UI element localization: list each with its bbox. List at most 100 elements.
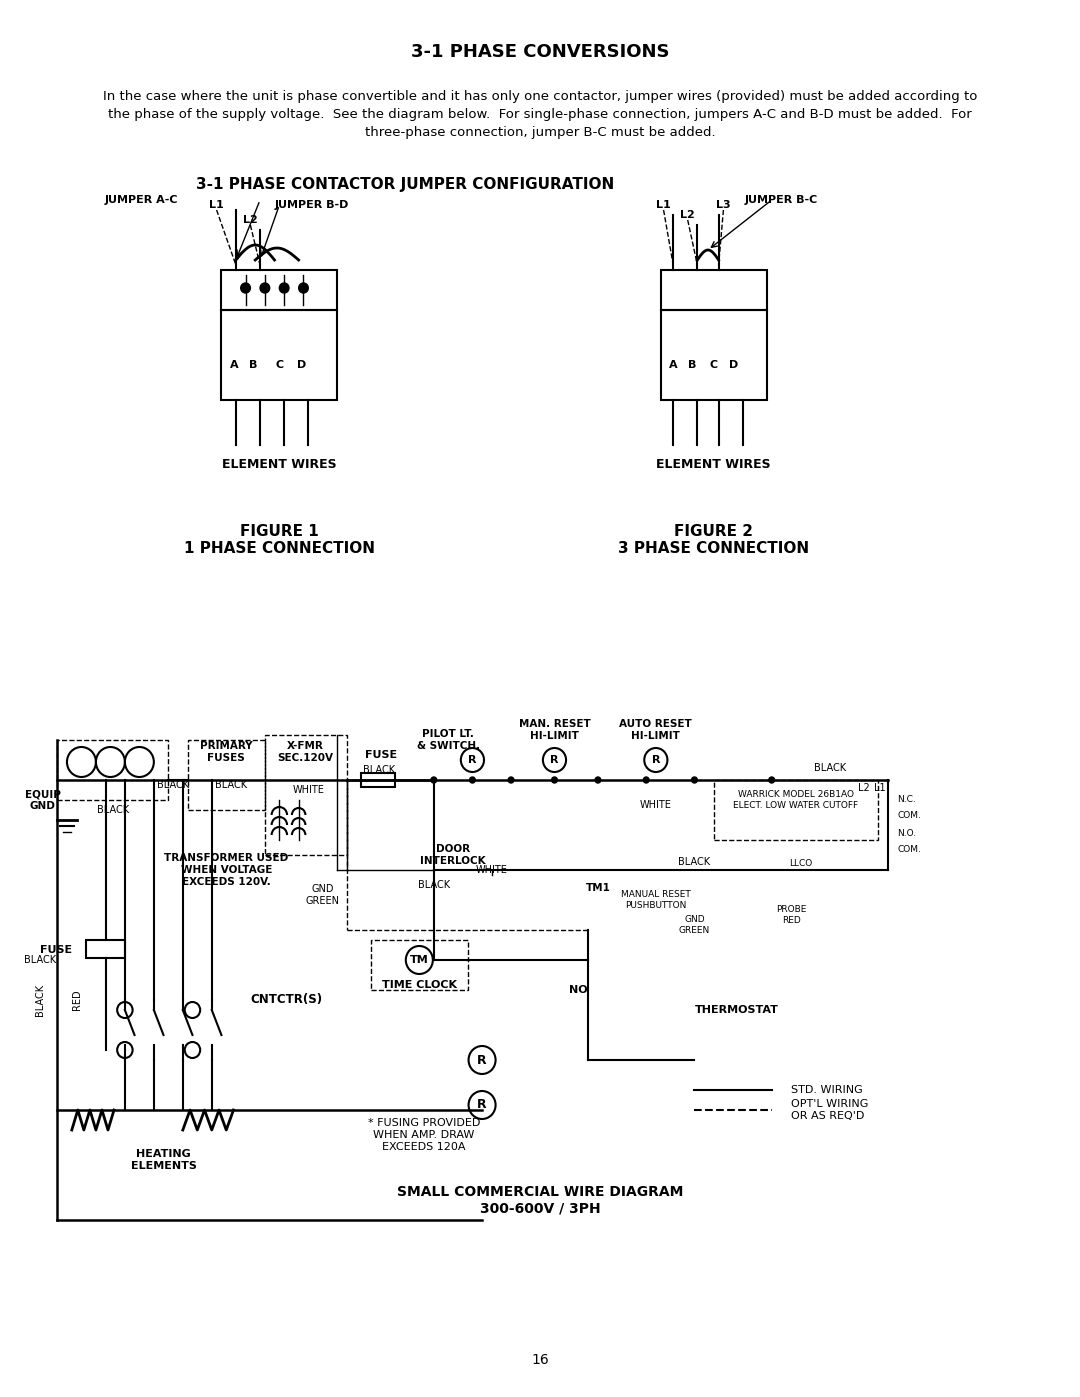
Text: HEATING
ELEMENTS: HEATING ELEMENTS xyxy=(131,1150,197,1171)
Bar xyxy=(221,270,337,310)
Text: R: R xyxy=(477,1053,487,1066)
Text: RED: RED xyxy=(71,989,82,1010)
Text: WARRICK MODEL 26B1AO
ELECT. LOW WATER CUTOFF: WARRICK MODEL 26B1AO ELECT. LOW WATER CU… xyxy=(733,791,859,810)
Text: BLACK: BLACK xyxy=(215,780,247,789)
Text: A: A xyxy=(669,360,677,370)
Text: WHITE: WHITE xyxy=(476,865,508,875)
Text: L2: L2 xyxy=(680,210,696,219)
Circle shape xyxy=(431,777,436,782)
Text: LLCO: LLCO xyxy=(789,859,812,868)
Text: THERMOSTAT: THERMOSTAT xyxy=(694,1004,779,1016)
Bar xyxy=(265,735,347,855)
Text: three-phase connection, jumper B-C must be added.: three-phase connection, jumper B-C must … xyxy=(365,126,715,138)
Text: In the case where the unit is phase convertible and it has only one contactor, j: In the case where the unit is phase conv… xyxy=(103,89,977,103)
Text: B: B xyxy=(249,360,257,370)
Text: FUSE: FUSE xyxy=(40,944,71,956)
Bar xyxy=(188,740,265,810)
Text: BLACK: BLACK xyxy=(363,766,395,775)
Text: TRANSFORMER USED
WHEN VOLTAGE
EXCEEDS 120V.: TRANSFORMER USED WHEN VOLTAGE EXCEEDS 12… xyxy=(164,854,288,887)
Text: NO: NO xyxy=(569,985,588,995)
Circle shape xyxy=(241,284,251,293)
Bar xyxy=(362,773,395,787)
Text: N.C.: N.C. xyxy=(897,795,916,805)
Bar xyxy=(661,270,767,310)
Text: BLACK: BLACK xyxy=(678,856,711,868)
Text: L1: L1 xyxy=(657,200,671,210)
Text: ELEMENT WIRES: ELEMENT WIRES xyxy=(222,458,337,472)
Text: WHITE: WHITE xyxy=(293,785,324,795)
Text: X-FMR
SEC.120V: X-FMR SEC.120V xyxy=(278,742,334,763)
Text: DOOR
INTERLOCK: DOOR INTERLOCK xyxy=(420,844,486,866)
Text: TM1: TM1 xyxy=(585,883,610,893)
Text: MANUAL RESET
PUSHBUTTON: MANUAL RESET PUSHBUTTON xyxy=(621,890,691,909)
Circle shape xyxy=(552,777,557,782)
Circle shape xyxy=(470,777,475,782)
Text: PRIMARY
FUSES: PRIMARY FUSES xyxy=(200,742,253,763)
Text: FIGURE 1
1 PHASE CONNECTION: FIGURE 1 1 PHASE CONNECTION xyxy=(184,524,375,556)
Circle shape xyxy=(509,777,514,782)
Bar xyxy=(86,940,125,958)
Text: ELEMENT WIRES: ELEMENT WIRES xyxy=(657,458,771,472)
Bar xyxy=(57,740,168,800)
Text: R: R xyxy=(468,754,476,766)
Bar xyxy=(372,940,468,990)
Text: C: C xyxy=(275,360,283,370)
Text: COM.: COM. xyxy=(897,810,921,820)
Text: 3-1 PHASE CONVERSIONS: 3-1 PHASE CONVERSIONS xyxy=(410,43,670,61)
Text: R: R xyxy=(550,754,558,766)
Circle shape xyxy=(644,777,649,782)
Text: TIME CLOCK: TIME CLOCK xyxy=(382,981,457,990)
Text: AUTO RESET
HI-LIMIT: AUTO RESET HI-LIMIT xyxy=(620,719,692,740)
Text: L1: L1 xyxy=(874,782,886,793)
Text: BLACK: BLACK xyxy=(813,763,846,773)
Text: EQUIP
GND: EQUIP GND xyxy=(25,789,60,810)
Circle shape xyxy=(691,777,698,782)
Text: * FUSING PROVIDED
WHEN AMP. DRAW
EXCEEDS 120A: * FUSING PROVIDED WHEN AMP. DRAW EXCEEDS… xyxy=(368,1119,481,1151)
Text: CNTCTR(S): CNTCTR(S) xyxy=(251,993,323,1006)
Text: N.O.: N.O. xyxy=(897,828,916,837)
Circle shape xyxy=(299,284,308,293)
Text: WHITE: WHITE xyxy=(640,800,672,810)
Text: BLACK: BLACK xyxy=(35,983,45,1016)
Text: JUMPER B-C: JUMPER B-C xyxy=(745,196,818,205)
Text: A: A xyxy=(230,360,239,370)
Bar xyxy=(714,780,878,840)
Circle shape xyxy=(595,777,600,782)
Text: SMALL COMMERCIAL WIRE DIAGRAM
300-600V / 3PH: SMALL COMMERCIAL WIRE DIAGRAM 300-600V /… xyxy=(396,1185,684,1215)
Text: B: B xyxy=(688,360,697,370)
Text: OPT'L WIRING
OR AS REQ'D: OPT'L WIRING OR AS REQ'D xyxy=(791,1099,868,1120)
Text: R: R xyxy=(477,1098,487,1112)
Text: STD. WIRING: STD. WIRING xyxy=(791,1085,863,1095)
Text: BLACK: BLACK xyxy=(157,780,189,789)
Circle shape xyxy=(280,284,289,293)
Bar xyxy=(221,310,337,400)
Text: R: R xyxy=(651,754,660,766)
Text: MAN. RESET
HI-LIMIT: MAN. RESET HI-LIMIT xyxy=(518,719,591,740)
Text: JUMPER B-D: JUMPER B-D xyxy=(274,200,349,210)
Text: D: D xyxy=(729,360,739,370)
Text: FIGURE 2
3 PHASE CONNECTION: FIGURE 2 3 PHASE CONNECTION xyxy=(618,524,809,556)
Text: 3-1 PHASE CONTACTOR JUMPER CONFIGURATION: 3-1 PHASE CONTACTOR JUMPER CONFIGURATION xyxy=(195,177,613,193)
Text: L3: L3 xyxy=(716,200,731,210)
Text: L2: L2 xyxy=(858,782,869,793)
Bar xyxy=(661,310,767,400)
Text: TM: TM xyxy=(410,956,429,965)
Text: C: C xyxy=(710,360,718,370)
Text: BLACK: BLACK xyxy=(24,956,56,965)
Text: PROBE
RED: PROBE RED xyxy=(775,905,806,925)
Text: JUMPER A-C: JUMPER A-C xyxy=(105,196,178,205)
Text: PILOT LT.
& SWITCH.: PILOT LT. & SWITCH. xyxy=(417,729,480,750)
Text: FUSE: FUSE xyxy=(365,750,396,760)
Circle shape xyxy=(260,284,270,293)
Text: D: D xyxy=(297,360,306,370)
Text: BLACK: BLACK xyxy=(418,880,450,890)
Text: 16: 16 xyxy=(531,1354,549,1368)
Text: BLACK: BLACK xyxy=(97,805,130,814)
Text: GND
GREEN: GND GREEN xyxy=(679,915,710,935)
Text: GND
GREEN: GND GREEN xyxy=(306,884,340,905)
Text: the phase of the supply voltage.  See the diagram below.  For single-phase conne: the phase of the supply voltage. See the… xyxy=(108,108,972,122)
Text: L1: L1 xyxy=(210,200,224,210)
Text: L2: L2 xyxy=(243,215,258,225)
Circle shape xyxy=(769,777,774,782)
Text: COM.: COM. xyxy=(897,845,921,855)
